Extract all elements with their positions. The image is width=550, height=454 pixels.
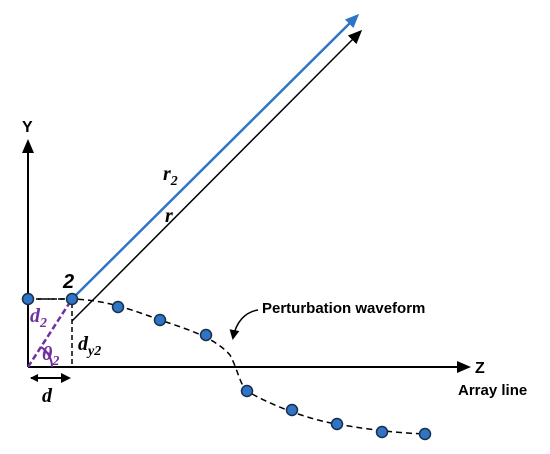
d2-main: d <box>30 305 41 327</box>
theta2-main: θ <box>42 343 53 365</box>
r2-sub: 2 <box>170 174 178 189</box>
array-line-label: Array line <box>458 382 527 399</box>
waveform <box>28 298 426 435</box>
element <box>111 300 125 314</box>
element <box>153 313 167 327</box>
y-label: Y <box>22 119 33 136</box>
r2-label: r2 <box>163 163 178 189</box>
annotation-arrow <box>229 309 259 340</box>
r2-main: r <box>163 163 171 185</box>
dy2-sub: y2 <box>86 344 101 359</box>
theta2-sub: 2 <box>51 354 59 369</box>
d-label: d <box>42 385 53 407</box>
element <box>375 425 389 439</box>
dy2-label: dy2 <box>78 333 101 359</box>
element <box>199 328 213 342</box>
element <box>65 292 79 306</box>
dy2-main: d <box>78 333 89 355</box>
r-label: r <box>165 205 173 227</box>
ray-r2 <box>71 13 360 300</box>
z-label: Z <box>475 360 485 377</box>
d2-line <box>26 298 74 368</box>
theta-arc <box>40 346 53 368</box>
array-elements <box>21 292 432 441</box>
element <box>418 427 432 441</box>
element <box>285 403 299 417</box>
annotation: Perturbation waveform <box>262 300 425 317</box>
element <box>240 384 254 398</box>
element <box>21 292 35 306</box>
d2-sub: 2 <box>39 316 47 331</box>
d2-label: d2 <box>30 305 47 331</box>
ray-r <box>71 29 363 322</box>
element-label: 2 <box>62 271 74 293</box>
element <box>330 417 344 431</box>
theta2-label: θ2 <box>42 343 59 369</box>
